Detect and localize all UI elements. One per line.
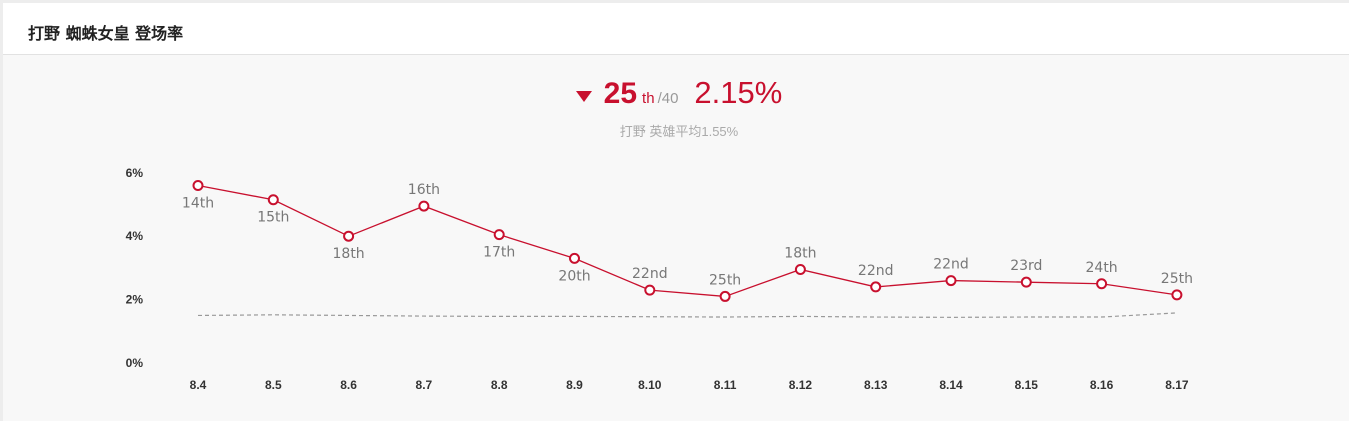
rank-label: 14th	[182, 195, 214, 211]
y-tick-label: 2%	[126, 293, 144, 307]
rank-suffix: th	[642, 90, 655, 107]
data-point[interactable]	[493, 229, 505, 241]
x-tick-label: 8.17	[1165, 378, 1189, 392]
x-tick-label: 8.9	[566, 378, 583, 392]
rank-label: 24th	[1086, 260, 1118, 276]
data-point[interactable]	[1096, 278, 1108, 290]
rank-label: 22nd	[632, 266, 668, 282]
card-header: 打野 蜘蛛女皇 登场率	[3, 3, 1349, 55]
data-point[interactable]	[644, 284, 656, 296]
line-chart: 0%2%4%6% 8.4 8.5 8.6 8.7 8.8 8.9 8.10 8.11 8.12 8…	[126, 166, 1193, 392]
x-tick-label: 8.11	[714, 378, 737, 392]
rank-label: 22nd	[933, 257, 969, 273]
data-point[interactable]	[945, 275, 957, 287]
series-lines	[197, 184, 1177, 318]
rank-label: 18th	[333, 246, 365, 262]
average-line	[197, 312, 1177, 318]
data-point[interactable]	[267, 194, 279, 206]
role-average-text: 打野 英雄平均1.55%	[619, 124, 739, 139]
pick-rate-line	[197, 184, 1177, 298]
x-tick-label: 8.14	[939, 378, 963, 392]
x-tick-label: 8.7	[416, 378, 433, 392]
rank-label: 25th	[709, 272, 741, 288]
y-axis-ticks: 0% 2% 4% 6%	[126, 166, 144, 370]
x-tick-label: 8.4	[190, 378, 207, 392]
rank-label: 17th	[483, 245, 515, 261]
x-tick-label: 8.13	[864, 378, 888, 392]
y-tick-label: 4%	[126, 229, 144, 243]
data-point[interactable]	[418, 200, 430, 212]
data-point[interactable]	[870, 281, 882, 293]
data-point[interactable]	[794, 263, 806, 275]
down-arrow-icon	[575, 91, 592, 102]
x-tick-label: 8.10	[638, 378, 662, 392]
rank-label: 18th	[784, 245, 816, 261]
data-point[interactable]	[569, 252, 580, 264]
rank-label: 20th	[558, 268, 590, 284]
y-tick-label: 0%	[126, 356, 144, 370]
point-labels: 14th 15th 18th 16th 17th 20th 22nd 25th 18th 22nd…	[182, 182, 1193, 288]
rank-label: 25th	[1161, 271, 1193, 287]
data-point[interactable]	[1171, 289, 1183, 301]
y-tick-label: 6%	[126, 166, 144, 180]
x-axis-ticks: 8.4 8.5 8.6 8.7 8.8 8.9 8.10 8.11 8.12 8.13 8.14 8.…	[190, 378, 1189, 392]
data-point[interactable]	[343, 230, 355, 242]
x-tick-label: 8.15	[1015, 378, 1039, 392]
rank-value: 25	[603, 77, 638, 110]
data-points	[192, 179, 1183, 302]
x-tick-label: 8.8	[491, 378, 508, 392]
data-point[interactable]	[719, 290, 731, 302]
data-point[interactable]	[1020, 276, 1032, 288]
rank-total: /40	[657, 90, 679, 107]
rank-label: 15th	[257, 210, 289, 226]
x-tick-label: 8.6	[340, 378, 357, 392]
data-point[interactable]	[192, 179, 204, 191]
x-tick-label: 8.16	[1090, 378, 1114, 392]
rank-label: 22nd	[858, 263, 894, 279]
page-title: 打野 蜘蛛女皇 登场率	[28, 24, 184, 43]
pick-rate-value: 2.15%	[694, 75, 783, 110]
x-tick-label: 8.5	[265, 378, 282, 392]
rank-label: 16th	[408, 182, 440, 198]
x-tick-label: 8.12	[789, 378, 813, 392]
rank-label: 23rd	[1010, 258, 1042, 274]
